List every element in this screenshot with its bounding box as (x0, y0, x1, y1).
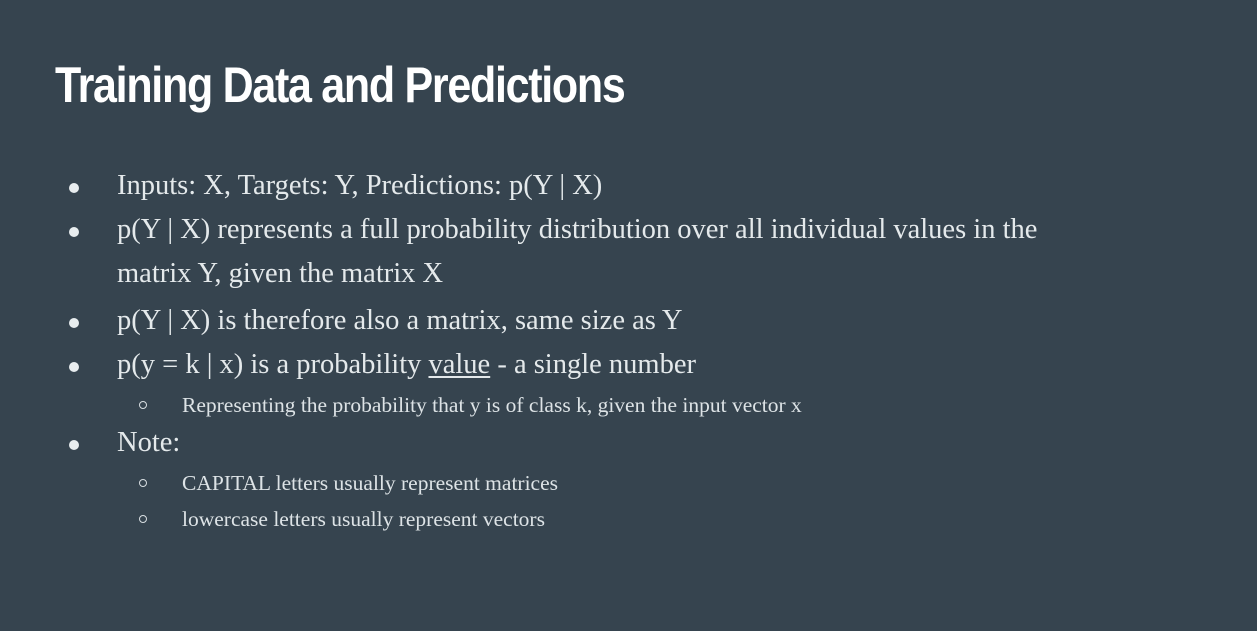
sub-bullet-text: CAPITAL letters usually represent matric… (182, 471, 559, 495)
bullet-text-line-1: p(Y | X) represents a full probability d… (117, 214, 1038, 245)
bullet-text-prefix: p(y = k | x) is a probability (117, 349, 429, 380)
bullet-marker (69, 227, 79, 237)
sub-bullet-marker (139, 479, 147, 487)
bullet-text: p(y = k | x) is a probability value - a … (117, 343, 696, 387)
bullet-text-line-2: matrix Y, given the matrix X (117, 258, 444, 289)
bullet-text-suffix: - a single number (490, 349, 696, 380)
sub-bullet-marker (139, 401, 147, 409)
bullet-marker (69, 183, 79, 193)
sub-bullet-text: lowercase letters usually represent vect… (182, 507, 545, 531)
sub-bullet-text: Representing the probability that y is o… (182, 393, 802, 417)
bullet-marker (69, 362, 79, 372)
bullet-marker (69, 318, 79, 328)
underlined-term: value (428, 349, 491, 380)
bullet-text: p(Y | X) is therefore also a matrix, sam… (117, 305, 683, 336)
bullet-marker (69, 440, 79, 450)
slide-title: Training Data and Predictions (55, 57, 626, 113)
sub-bullet-marker (139, 515, 147, 523)
bullet-text: Inputs: X, Targets: Y, Predictions: p(Y … (117, 170, 603, 201)
bullet-text: Note: (117, 427, 181, 458)
